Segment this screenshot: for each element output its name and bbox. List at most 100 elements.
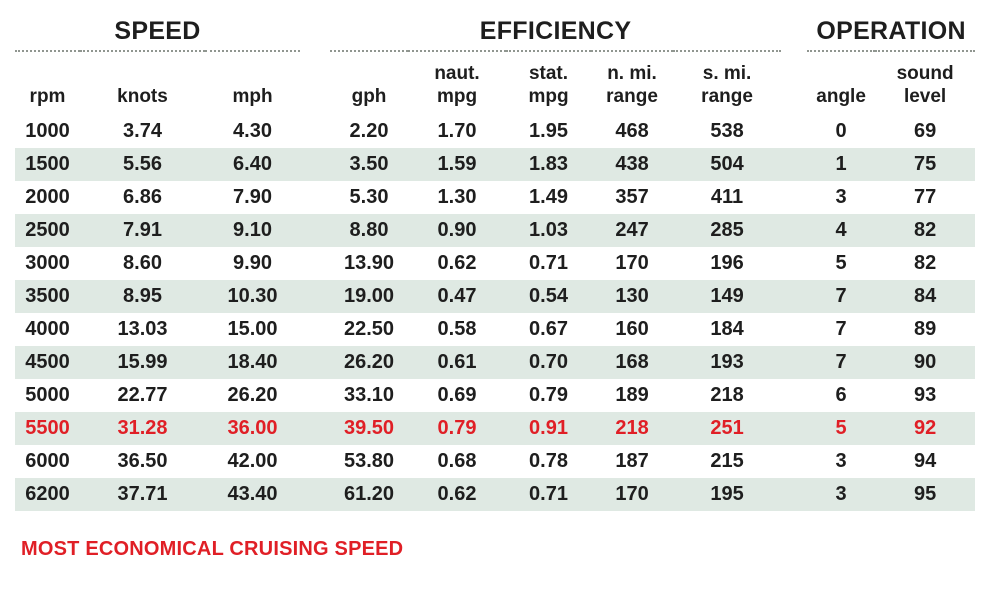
column-gap bbox=[300, 478, 330, 511]
table-row-highlighted: 5500 31.28 36.00 39.50 0.79 0.91 218 251 5 92 bbox=[15, 412, 976, 445]
cell-range: 285 bbox=[710, 219, 744, 241]
cell-gph: 26.20 bbox=[343, 351, 395, 373]
column-header-mph: mph bbox=[232, 85, 273, 107]
cell-angle: 7 bbox=[835, 318, 847, 340]
cell-angle: 7 bbox=[835, 351, 847, 373]
cell-rpm: 4000 bbox=[25, 318, 70, 340]
column-gap bbox=[300, 214, 330, 247]
cell-mpg: 0.47 bbox=[437, 285, 477, 307]
cell-range: 149 bbox=[710, 285, 744, 307]
column-header-rpm: rpm bbox=[29, 85, 66, 107]
cell-mph: 15.00 bbox=[227, 318, 278, 340]
cell-rpm: 4500 bbox=[25, 351, 70, 373]
cell-range: 218 bbox=[710, 384, 744, 406]
table-row: 4500 15.99 18.40 26.20 0.61 0.70 168 193 7 90 bbox=[15, 346, 976, 379]
column-gap bbox=[300, 280, 330, 313]
table-row: 3500 8.95 10.30 19.00 0.47 0.54 130 149 7 84 bbox=[15, 280, 976, 313]
cell-mpg: 1.59 bbox=[437, 153, 477, 175]
cell-range: 130 bbox=[615, 285, 649, 307]
column-gap bbox=[300, 51, 330, 115]
cell-range: 168 bbox=[615, 351, 649, 373]
column-header-level: sound level bbox=[896, 63, 954, 107]
table-row: 6200 37.71 43.40 61.20 0.62 0.71 170 195 3 95 bbox=[15, 478, 976, 511]
cell-mpg: 0.79 bbox=[529, 384, 568, 406]
cell-rpm: 5000 bbox=[25, 384, 70, 406]
cell-range: 438 bbox=[615, 153, 649, 175]
cell-mpg: 0.67 bbox=[529, 318, 568, 340]
cell-range: 170 bbox=[615, 252, 649, 274]
cell-rpm: 2000 bbox=[25, 186, 70, 208]
column-gap bbox=[300, 148, 330, 181]
cell-mph: 18.40 bbox=[227, 351, 278, 373]
column-header-row: rpm knots mph gph naut. mpg stat. mpg n. mi. rang… bbox=[15, 51, 975, 115]
cell-mpg: 0.78 bbox=[529, 450, 568, 472]
cell-knots: 37.71 bbox=[117, 483, 168, 505]
cell-angle: 0 bbox=[835, 120, 847, 142]
cell-mpg: 1.30 bbox=[437, 186, 477, 208]
cell-mph: 10.30 bbox=[227, 285, 278, 307]
section-header-row: SPEED EFFICIENCY OPERATION bbox=[15, 6, 976, 52]
cell-knots: 31.28 bbox=[117, 417, 168, 439]
column-gap bbox=[781, 412, 807, 445]
cell-level: 92 bbox=[913, 417, 937, 439]
cell-level: 89 bbox=[913, 318, 937, 340]
column-header-range: n. mi. range bbox=[606, 63, 658, 107]
table-row: 2500 7.91 9.10 8.80 0.90 1.03 247 285 4 82 bbox=[15, 214, 976, 247]
cell-range: 504 bbox=[710, 153, 744, 175]
section-gap bbox=[300, 6, 330, 51]
column-header-range: s. mi. range bbox=[701, 63, 753, 107]
cell-gph: 8.80 bbox=[349, 219, 389, 241]
cell-rpm: 3000 bbox=[25, 252, 70, 274]
cell-level: 90 bbox=[913, 351, 937, 373]
cell-rpm: 6200 bbox=[25, 483, 70, 505]
cell-level: 69 bbox=[913, 120, 937, 142]
cell-mpg: 0.61 bbox=[437, 351, 477, 373]
table-body: 1000 3.74 4.30 2.20 1.70 1.95 468 538 0 69 1500 5.5… bbox=[15, 115, 976, 511]
cell-gph: 13.90 bbox=[343, 252, 395, 274]
cell-gph: 53.80 bbox=[343, 450, 395, 472]
cell-level: 95 bbox=[913, 483, 937, 505]
cell-rpm: 5500 bbox=[25, 417, 70, 439]
cell-mpg: 0.58 bbox=[437, 318, 477, 340]
cell-level: 94 bbox=[913, 450, 937, 472]
cell-range: 411 bbox=[710, 186, 744, 208]
section-header-operation: OPERATION bbox=[807, 6, 976, 52]
column-gap bbox=[781, 148, 807, 181]
cell-mpg: 0.91 bbox=[529, 417, 568, 439]
cell-gph: 3.50 bbox=[349, 153, 389, 175]
column-gap bbox=[781, 51, 807, 115]
cell-range: 196 bbox=[710, 252, 744, 274]
table-row: 4000 13.03 15.00 22.50 0.58 0.67 160 184 7 89 bbox=[15, 313, 975, 346]
column-gap bbox=[781, 478, 807, 511]
table-row: 6000 36.50 42.00 53.80 0.68 0.78 187 215 3 94 bbox=[15, 445, 975, 478]
cell-mpg: 1.70 bbox=[437, 120, 477, 142]
cell-mpg: 1.03 bbox=[529, 219, 568, 241]
column-header-mpg: stat. mpg bbox=[528, 63, 569, 107]
cell-range: 357 bbox=[615, 186, 649, 208]
cell-mpg: 0.79 bbox=[437, 417, 477, 439]
cell-gph: 5.30 bbox=[349, 186, 389, 208]
column-gap bbox=[300, 115, 330, 148]
column-gap bbox=[781, 280, 807, 313]
cell-knots: 15.99 bbox=[117, 351, 168, 373]
table-row: 5000 22.77 26.20 33.10 0.69 0.79 189 218 6 93 bbox=[15, 379, 975, 412]
cell-level: 75 bbox=[913, 153, 937, 175]
table-row: 1000 3.74 4.30 2.20 1.70 1.95 468 538 0 69 bbox=[15, 115, 975, 148]
column-gap bbox=[781, 115, 807, 148]
cell-angle: 5 bbox=[835, 252, 847, 274]
cell-range: 170 bbox=[615, 483, 649, 505]
cell-mph: 4.30 bbox=[233, 120, 272, 142]
column-header-angle: angle bbox=[816, 85, 866, 107]
cell-mpg: 0.62 bbox=[437, 483, 477, 505]
cell-range: 218 bbox=[615, 417, 649, 439]
column-gap bbox=[300, 346, 330, 379]
cell-angle: 5 bbox=[835, 417, 847, 439]
cell-mph: 43.40 bbox=[227, 483, 278, 505]
section-header-efficiency: EFFICIENCY bbox=[330, 6, 782, 52]
cell-range: 193 bbox=[710, 351, 744, 373]
cell-range: 468 bbox=[615, 120, 649, 142]
cell-rpm: 6000 bbox=[25, 450, 70, 472]
cell-level: 82 bbox=[913, 252, 937, 274]
cell-angle: 6 bbox=[835, 384, 847, 406]
cell-gph: 33.10 bbox=[343, 384, 395, 406]
